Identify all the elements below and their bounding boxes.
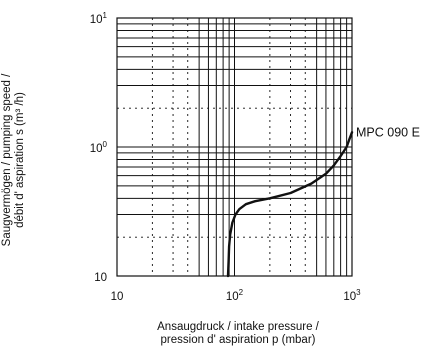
x-axis-title: Ansaugdruck / intake pressure / pression… [118, 321, 358, 347]
x-tick-label: 102 [226, 288, 244, 303]
y-tick-label: 10 [94, 272, 107, 284]
series-layer: MPC 090 E [226, 125, 420, 278]
plot-frame [116, 17, 353, 277]
grid [117, 18, 352, 276]
y-tick-label: 101 [90, 11, 108, 26]
tick-labels: 10 100 101 10 102 103 [90, 11, 361, 303]
y-axis-title-line-2: débit d' aspiration s (m³ /h) [14, 92, 26, 228]
x-tick-label: 10 [111, 291, 124, 303]
y-tick-label: 100 [90, 140, 108, 155]
y-axis-title-line-1: Saugvermögen / pumping speed / [1, 73, 13, 247]
x-tick-label: 103 [343, 288, 361, 303]
series-label-0: MPC 090 E [356, 125, 420, 139]
x-axis-title-line-1: Ansaugdruck / intake pressure / [157, 321, 319, 333]
plot-border [116, 17, 353, 277]
series-line-0 [226, 131, 354, 278]
x-axis-title-line-2: pression d' aspiration p (mbar) [160, 334, 316, 346]
